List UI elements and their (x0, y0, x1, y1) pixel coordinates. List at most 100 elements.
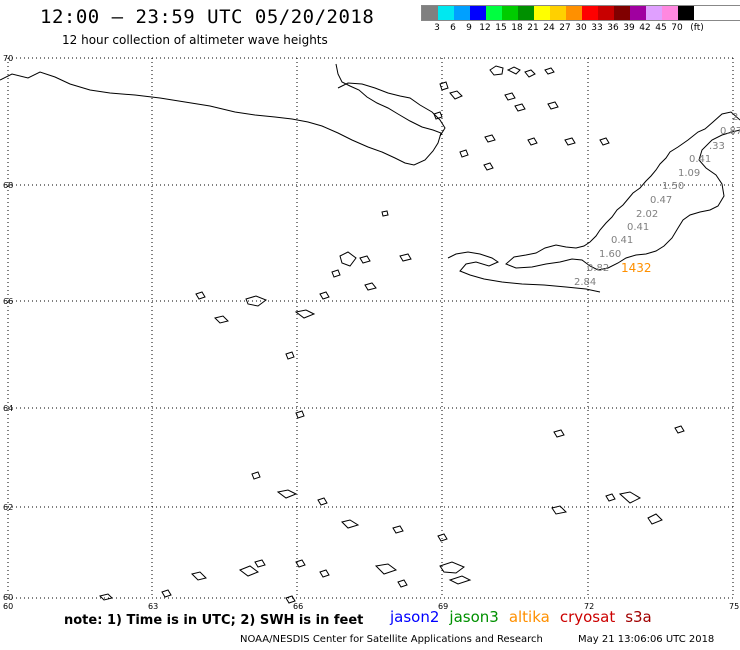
swh-value: 2 (732, 112, 738, 123)
longitude-label: 69 (438, 602, 448, 610)
legend-swatch (566, 6, 582, 20)
latitude-label: 64 (3, 404, 13, 413)
island-9 (547, 101, 559, 110)
legend-swatch (630, 6, 646, 20)
island-6 (449, 90, 463, 100)
island-5 (439, 81, 449, 91)
island-29 (295, 410, 305, 419)
legend-swatch (662, 6, 678, 20)
island-53 (285, 595, 296, 604)
satellite-altika: altika (508, 608, 550, 626)
legend-label: 9 (466, 23, 472, 33)
legend-swatch (550, 6, 566, 20)
island-12 (527, 137, 538, 146)
island-39 (341, 519, 360, 529)
footer-note: note: 1) Time is in UTC; 2) SWH is in fe… (64, 613, 364, 628)
island-41 (437, 533, 448, 542)
island-19 (359, 255, 371, 264)
longitude-label: 63 (148, 602, 158, 610)
latitude-label: 68 (3, 181, 13, 190)
island-45 (191, 571, 207, 581)
island-26 (294, 309, 316, 319)
wave-height-map: 70 68 66 64 62 60 63 66 69 72 75 60 (0, 54, 740, 610)
axis-labels: 70 68 66 64 62 60 63 66 69 72 75 60 (3, 54, 739, 610)
island-11 (484, 134, 496, 143)
island-8 (514, 103, 526, 112)
yamal-coast (505, 111, 740, 271)
legend-swatch (598, 6, 614, 20)
legend-label: 15 (495, 23, 507, 33)
swh-value: 1.60 (599, 249, 621, 260)
island-32 (251, 471, 261, 480)
swh-value: 0.87 (720, 126, 740, 137)
mainland-coast (0, 63, 442, 166)
island-1 (489, 65, 504, 76)
peninsula-coast (337, 82, 446, 137)
island-15 (483, 162, 494, 171)
credit-text: NOAA/NESDIS Center for Satellite Applica… (240, 634, 543, 645)
island-4 (544, 67, 555, 75)
swh-value: 0.82 (587, 263, 609, 274)
latitude-label: 60 (3, 593, 13, 602)
latitude-label: 66 (3, 297, 13, 306)
island-20 (399, 253, 412, 262)
island-7 (504, 92, 516, 101)
southern-coast (447, 251, 601, 293)
latitude-label: 62 (3, 503, 13, 512)
island-31 (674, 425, 685, 434)
island-40 (392, 525, 404, 534)
island-35 (605, 493, 616, 502)
legend-labels: 3 6 9 12 15 18 21 24 27 30 33 36 39 42 45 70 (ft) (421, 23, 740, 35)
swh-value: .33 (709, 141, 725, 152)
legend-swatch (678, 6, 694, 20)
legend-label: 39 (623, 23, 635, 33)
legend-label: 3 (434, 23, 440, 33)
coastline (0, 63, 740, 604)
island-49 (448, 575, 472, 585)
legend-label: 30 (575, 23, 587, 33)
island-27 (214, 315, 229, 324)
island-23 (319, 291, 330, 300)
legend-label: 42 (639, 23, 651, 33)
legend-swatch (422, 6, 438, 20)
island-34 (317, 497, 328, 506)
satellite-cryosat: cryosat (559, 608, 616, 626)
latitude-label: 70 (3, 54, 13, 63)
legend-label: 33 (591, 23, 603, 33)
island-30 (553, 429, 565, 438)
legend-label: (ft) (690, 23, 704, 33)
island-38 (551, 505, 568, 515)
page-subtitle: 12 hour collection of altimeter wave hei… (62, 33, 328, 47)
legend-swatch (534, 6, 550, 20)
island-17 (381, 210, 389, 217)
legend-swatch (486, 6, 502, 20)
island-47 (374, 563, 398, 575)
island-16 (459, 149, 469, 158)
legend-label: 27 (559, 23, 571, 33)
island-25 (195, 291, 206, 300)
satellite-legend: jason2 jason3 altika cryosat s3a (390, 608, 662, 626)
legend-label: 36 (607, 23, 619, 33)
island-10 (433, 111, 443, 120)
timestamp-text: May 21 13:06:06 UTC 2018 (578, 634, 715, 645)
island-24 (245, 295, 268, 307)
satellite-jason3: jason3 (449, 608, 499, 626)
altimeter-track: 2 0.87 .33 0.41 1.09 1.50 0.47 2.02 0.41 0.41 1.60… (574, 112, 740, 288)
page-title: 12:00 – 23:59 UTC 05/20/2018 (40, 6, 375, 28)
island-28 (285, 351, 295, 360)
color-legend: 3 6 9 12 15 18 21 24 27 30 33 36 39 42 45 70 (ft) (421, 5, 740, 35)
island-44 (295, 559, 306, 568)
longitude-label: 66 (293, 602, 303, 610)
swh-value: 0.41 (611, 235, 633, 246)
island-22 (364, 282, 377, 291)
legend-label: 12 (479, 23, 491, 33)
island-50 (397, 579, 408, 588)
legend-swatches (421, 5, 740, 21)
swh-value: 2.02 (636, 209, 658, 220)
map-grid (7, 57, 734, 599)
island-52 (161, 589, 172, 598)
swh-value: 2.84 (574, 277, 596, 288)
island-42 (254, 559, 266, 568)
island-36 (618, 491, 642, 504)
longitude-label: 75 (729, 602, 739, 610)
